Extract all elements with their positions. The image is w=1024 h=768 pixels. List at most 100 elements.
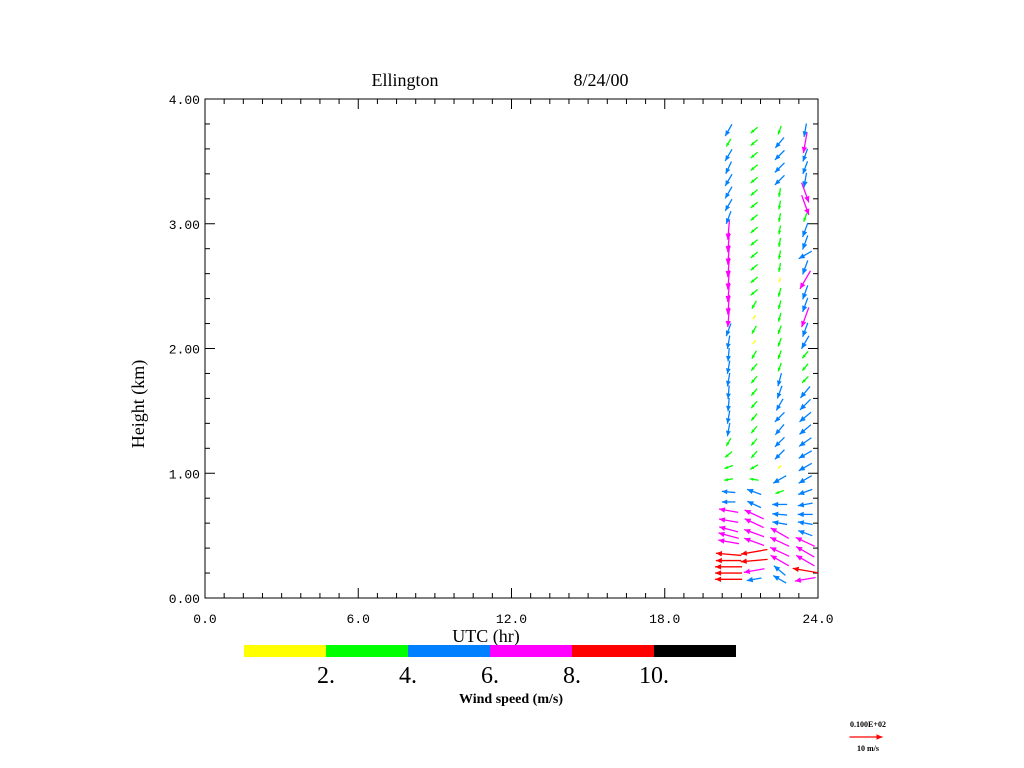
vector-head [795, 537, 803, 543]
wind-vector [718, 517, 739, 523]
wind-vector [750, 189, 759, 196]
wind-vector [775, 398, 784, 411]
wind-vector [718, 538, 740, 545]
reference-vector: 0.100E+02 10 m/s [849, 720, 886, 753]
wind-vector [724, 198, 733, 212]
vector-column [769, 125, 790, 584]
vector-head [777, 243, 782, 247]
vector-head [750, 154, 755, 159]
wind-vector [715, 576, 743, 582]
colorbar-segment [326, 645, 408, 657]
wind-vector [770, 554, 790, 567]
wind-vector [777, 237, 782, 248]
vector-head [802, 168, 808, 174]
vector-head [772, 511, 779, 517]
wind-vector [725, 422, 731, 437]
axis-ticks [204, 98, 819, 599]
vector-head [772, 501, 779, 508]
vector-head [770, 537, 777, 543]
vector-head [721, 499, 728, 505]
vector-head [798, 452, 806, 459]
wind-vector [802, 161, 809, 175]
wind-vector [750, 438, 758, 446]
wind-vector [774, 411, 785, 423]
vector-head [794, 577, 802, 583]
vector-head [772, 520, 779, 526]
colorbar-tick-label: 6. [481, 663, 499, 689]
vector-head [751, 441, 755, 446]
wind-vector [725, 437, 732, 447]
vector-head [725, 295, 731, 303]
wind-vector [802, 322, 809, 338]
wind-vector [750, 151, 759, 159]
wind-vector [776, 372, 783, 387]
vector-head [802, 305, 808, 312]
vector-head [725, 368, 731, 374]
vector-head [747, 501, 754, 507]
vector-head [777, 218, 782, 222]
vector-head [802, 131, 808, 137]
vector-head [802, 379, 806, 383]
vector-head [777, 342, 781, 347]
wind-vector [794, 576, 816, 583]
wind-vector [777, 125, 782, 135]
wind-vector [799, 385, 811, 399]
wind-vector [795, 554, 815, 567]
wind-vector [750, 201, 759, 209]
wind-vector [774, 436, 785, 448]
wind-vector [750, 139, 759, 147]
vector-head [725, 320, 731, 328]
wind-vector [775, 489, 785, 495]
wind-vector [750, 226, 759, 234]
wind-vector [724, 124, 733, 137]
y-tick-label: 3.00 [169, 218, 200, 233]
vector-head [777, 292, 782, 297]
vector-head [775, 490, 780, 494]
vector-head [802, 292, 808, 300]
vector-head [751, 404, 755, 409]
vector-head [751, 391, 755, 396]
wind-vector [802, 260, 809, 275]
vector-head [751, 416, 755, 421]
vector-head [751, 379, 755, 384]
vector-head [777, 130, 781, 135]
vector-head [799, 403, 807, 410]
vector-head [751, 329, 756, 334]
vector-head [725, 330, 731, 337]
wind-vector [740, 558, 768, 564]
vector-head [725, 192, 731, 199]
vector-head [770, 547, 777, 553]
vector-head [744, 537, 751, 543]
vector-head [801, 320, 807, 328]
vector-head [725, 130, 731, 137]
wind-vector [750, 176, 759, 184]
wind-vector [797, 511, 813, 518]
vector-head [750, 166, 755, 171]
y-tick-labels: 0.00 1.00 2.00 3.00 4.00 [169, 93, 200, 607]
wind-vector [750, 288, 759, 296]
wind-vector [799, 424, 812, 435]
vector-head [725, 430, 731, 437]
wind-vector [777, 287, 782, 297]
wind-vector [802, 297, 809, 313]
vector-head [750, 291, 755, 296]
wind-vector [746, 488, 762, 496]
vector-head [797, 511, 804, 518]
wind-vector [770, 527, 790, 539]
vector-head [749, 477, 754, 481]
wind-vector [750, 164, 759, 172]
wind-vector [772, 520, 788, 526]
vector-head [750, 229, 755, 233]
colorbar-label: Wind speed (m/s) [459, 692, 563, 707]
wind-vector [744, 518, 764, 529]
vector-head [799, 428, 806, 435]
vector-head [802, 155, 808, 162]
wind-vector [799, 398, 811, 411]
vector-head [876, 734, 883, 740]
vector-head [775, 142, 781, 148]
vector-head [726, 142, 730, 147]
x-tick-label: 18.0 [649, 612, 680, 627]
colorbar-segment [572, 645, 654, 657]
wind-vector [799, 270, 812, 290]
wind-vector [777, 337, 782, 347]
